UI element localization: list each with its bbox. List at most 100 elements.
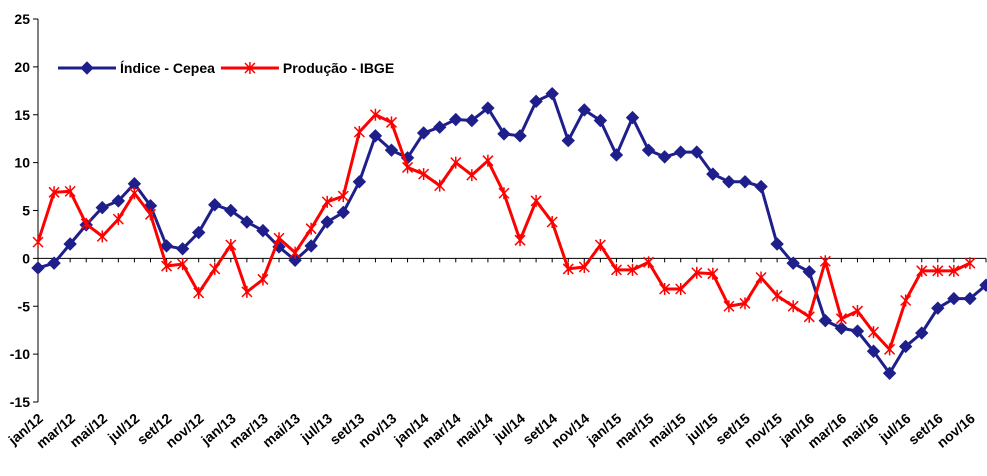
point	[866, 344, 881, 358]
point	[609, 148, 624, 162]
point	[643, 256, 655, 269]
point	[674, 145, 688, 159]
point	[722, 175, 736, 189]
y-tick-label: 15	[14, 107, 30, 123]
point	[256, 223, 270, 238]
point	[416, 126, 431, 140]
point	[578, 260, 590, 273]
point	[336, 205, 350, 220]
point	[48, 186, 60, 199]
point	[384, 143, 399, 157]
point	[577, 103, 592, 117]
point	[594, 238, 606, 251]
point	[513, 129, 527, 143]
point	[32, 236, 44, 249]
point	[641, 143, 656, 157]
point	[352, 175, 367, 189]
point	[128, 187, 140, 200]
point	[771, 289, 783, 302]
point	[851, 305, 863, 318]
point	[337, 190, 349, 203]
point	[63, 237, 77, 251]
point	[706, 167, 720, 181]
series-line	[36, 112, 971, 353]
point	[675, 283, 687, 296]
point	[111, 194, 126, 208]
point	[432, 120, 447, 134]
y-tick-label: 25	[14, 11, 30, 27]
point	[31, 261, 45, 275]
point	[465, 113, 479, 128]
point	[834, 321, 849, 335]
point	[209, 262, 221, 275]
point	[530, 194, 542, 207]
point	[434, 179, 446, 192]
x-tick-label: mai/16	[838, 410, 882, 450]
point	[177, 258, 189, 271]
point	[450, 156, 462, 169]
point	[659, 283, 671, 296]
point	[882, 366, 897, 380]
point	[159, 239, 174, 253]
point	[723, 300, 735, 313]
point	[80, 61, 94, 75]
point	[193, 286, 205, 299]
point	[244, 62, 256, 74]
point	[161, 260, 173, 273]
y-tick-label: 10	[14, 155, 30, 171]
point	[963, 291, 977, 306]
y-tick-label: 20	[14, 59, 30, 75]
point	[482, 154, 494, 167]
point	[850, 324, 865, 338]
point	[64, 185, 76, 198]
point	[514, 234, 526, 247]
point	[368, 129, 383, 143]
point	[240, 215, 254, 229]
point	[947, 291, 961, 306]
point	[707, 267, 719, 280]
point	[690, 145, 704, 159]
y-tick-label: -5	[18, 298, 31, 314]
point	[320, 215, 334, 229]
point	[787, 300, 799, 313]
point	[931, 301, 945, 315]
legend-label: Índice - Cepea	[120, 60, 215, 76]
point	[369, 108, 381, 121]
point	[915, 326, 929, 340]
point	[932, 264, 944, 277]
x-tick-label: mai/14	[452, 410, 496, 450]
point	[770, 237, 784, 251]
point	[321, 195, 333, 208]
point	[305, 222, 317, 235]
point	[273, 232, 285, 245]
point	[175, 242, 190, 256]
point	[47, 256, 61, 270]
point	[916, 264, 928, 277]
x-tick-label: mai/13	[259, 410, 303, 450]
point	[691, 266, 703, 279]
point	[498, 187, 510, 200]
point	[304, 239, 318, 253]
point	[545, 86, 559, 101]
legend-label: Produção - IBGE	[283, 60, 394, 76]
point	[80, 217, 92, 230]
point	[739, 297, 751, 310]
y-tick-label: -15	[10, 394, 30, 410]
y-tick-label: -10	[10, 346, 30, 362]
point	[900, 294, 912, 307]
point	[225, 238, 237, 251]
point	[208, 198, 222, 212]
point	[385, 116, 398, 129]
point	[562, 262, 574, 275]
point	[657, 150, 672, 164]
point	[802, 265, 816, 279]
point	[191, 225, 206, 240]
point	[803, 310, 815, 323]
point	[948, 264, 960, 277]
point	[481, 101, 495, 115]
point	[610, 263, 622, 276]
point	[898, 339, 913, 354]
point	[466, 169, 478, 182]
point	[546, 215, 558, 228]
